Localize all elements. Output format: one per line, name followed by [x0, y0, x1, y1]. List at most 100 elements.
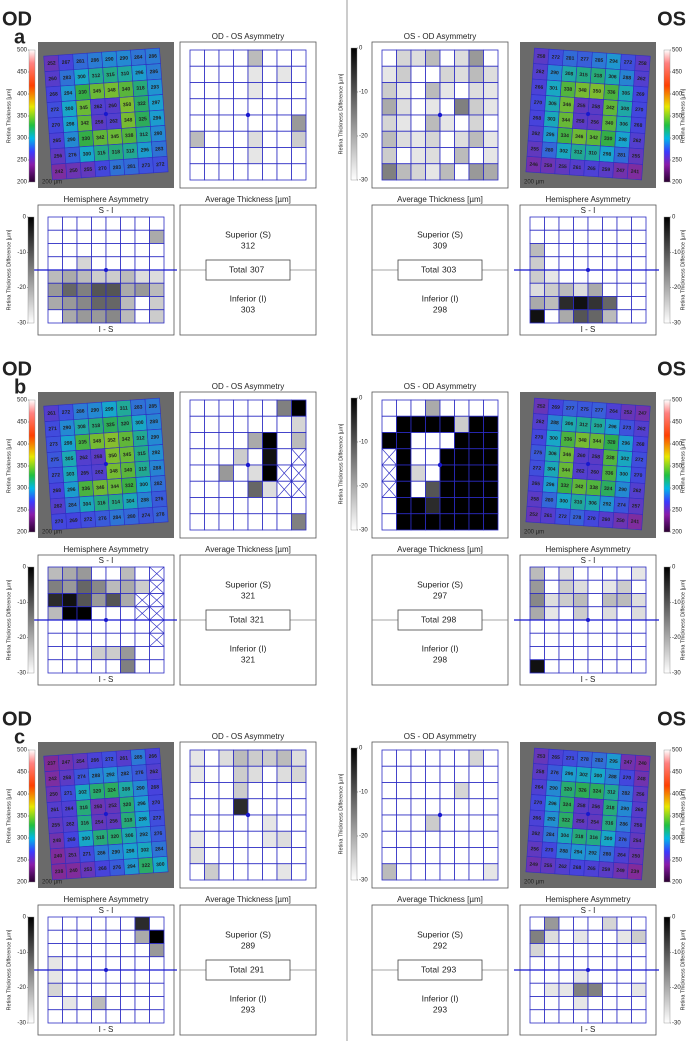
thickness-value: 300: [594, 773, 603, 780]
grid-cell: [92, 607, 107, 620]
grid-cell: [484, 783, 499, 799]
thickness-value: 316: [97, 500, 106, 507]
thickness-value: 258: [591, 104, 600, 111]
grid-cell: [48, 944, 63, 957]
grid-cell: [106, 594, 121, 607]
grid-cell: [559, 957, 574, 970]
grid-cell: [440, 766, 455, 782]
grid-cell: [545, 957, 560, 970]
grid-cell: [397, 783, 412, 799]
grid-cell: [530, 983, 545, 996]
grid-cell: [121, 567, 136, 580]
grid-cell: [77, 997, 92, 1010]
grid-cell: [121, 944, 136, 957]
grid-cell: [234, 164, 249, 180]
grid-cell: [632, 230, 647, 243]
grid-cell: [440, 400, 455, 416]
grid-cell: [292, 766, 307, 782]
grid-cell: [469, 848, 484, 864]
grid-cell: [440, 449, 455, 465]
thickness-value: 276: [550, 770, 559, 777]
grid-cell: [469, 148, 484, 164]
grid-cell: [63, 297, 78, 310]
thickness-value: 260: [635, 807, 644, 814]
thickness-value: 268: [636, 441, 645, 448]
total-label: Total: [229, 964, 247, 974]
grid-cell: [190, 766, 205, 782]
thickness-map: 2532652712782822952472402582762963023002…: [526, 748, 650, 880]
hemisphere-top-label: S - I: [581, 906, 596, 915]
hemisphere-top-label: S - I: [581, 206, 596, 215]
grid-cell: [455, 99, 470, 115]
grid-cell: [469, 449, 484, 465]
grid-cell: [150, 217, 165, 230]
grid-cell: [190, 83, 205, 99]
grid-cell: [150, 917, 165, 930]
grid-cell: [248, 799, 263, 815]
grid-cell: [248, 498, 263, 514]
grid-cell: [263, 465, 278, 481]
grid-cell: [292, 433, 307, 449]
thickness-value: 320: [123, 802, 132, 809]
thickness-value: 255: [51, 822, 60, 829]
grid-cell: [632, 647, 647, 660]
grid-cell: [263, 83, 278, 99]
hemisphere-title: Hemisphere Asymmetry: [546, 195, 631, 204]
grid-cell: [397, 50, 412, 66]
thickness-value: 260: [577, 453, 586, 460]
grid-cell: [248, 148, 263, 164]
grid-cell: [603, 917, 618, 930]
grid-cell: [588, 567, 603, 580]
grid-cell: [440, 416, 455, 432]
thickness-value: 280: [545, 497, 554, 504]
grid-cell: [559, 1010, 574, 1023]
thickness-value: 255: [84, 167, 93, 174]
grid-cell: [77, 244, 92, 257]
grid-cell: [205, 449, 220, 465]
grid-cell: [484, 449, 499, 465]
eye-label: OS: [657, 358, 686, 380]
thickness-value: 285: [595, 57, 604, 64]
asymmetry-title: OD - OS Asymmetry: [212, 32, 284, 41]
scale-tick-label: 200: [672, 530, 683, 536]
thickness-value: 304: [83, 501, 92, 508]
thickness-value: 240: [69, 868, 78, 875]
grid-cell: [190, 433, 205, 449]
grid-cell: [234, 83, 249, 99]
total-label: Total: [421, 964, 439, 974]
thickness-value: 283: [63, 75, 72, 82]
grid-cell: [397, 514, 412, 530]
grid-cell: [292, 783, 307, 799]
grid-cell: [263, 416, 278, 432]
center-dot: [586, 268, 590, 272]
scale-bar-label: 200 µm: [524, 180, 544, 186]
grid-cell: [397, 799, 412, 815]
grid-cell: [382, 750, 397, 766]
thickness-value: 325: [138, 116, 147, 123]
grid-cell: [63, 997, 78, 1010]
thickness-value: 318: [594, 73, 603, 80]
thickness-value: 260: [48, 76, 57, 83]
thickness-value: 286: [148, 53, 157, 60]
grid-cell: [77, 983, 92, 996]
thickness-value: 273: [49, 441, 58, 448]
center-dot: [438, 813, 442, 817]
grid-cell: [484, 50, 499, 66]
grid-cell: [440, 50, 455, 66]
grid-cell: [588, 917, 603, 930]
thickness-value: 294: [574, 849, 583, 856]
grid-cell: [135, 310, 150, 323]
thickness-value: 275: [534, 450, 543, 457]
grid-cell: [588, 580, 603, 593]
thickness-value: 286: [619, 821, 628, 828]
grid-cell: [77, 310, 92, 323]
grid-cell: [397, 498, 412, 514]
thickness-value: 300: [83, 151, 92, 158]
total-label: Total: [229, 614, 247, 624]
grid-cell: [617, 594, 632, 607]
grid-cell: [277, 416, 292, 432]
grid-cell: [63, 660, 78, 673]
grid-cell: [574, 270, 589, 283]
thickness-value: 272: [533, 465, 542, 472]
total-box: [206, 610, 290, 630]
